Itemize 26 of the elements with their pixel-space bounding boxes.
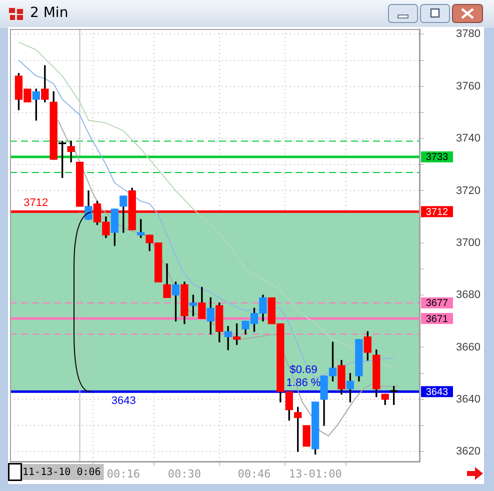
x-tick-label: 00:46 [238,467,271,480]
y-tick-label: 3640 [456,393,480,406]
text: 3712 [426,206,449,218]
chart-title: 2 Min [30,5,68,21]
ref-line-label: 3733 [426,152,449,164]
y-tick-label: 3680 [456,289,480,302]
y-tick-label: 3780 [456,28,480,40]
ref-line-label: 3677 [426,298,449,310]
ref-line-label: 3643 [111,395,136,408]
ref-line-label: 11-13-10 0:06 [22,467,101,478]
y-tick-label: 3700 [456,236,480,249]
annotation: $0.69 [290,364,318,376]
candlestick [302,425,310,447]
annotation: 1.86 % [286,377,321,390]
ref-line-label: 3671 [426,314,449,325]
x-tick-label: 00:16 [106,467,140,480]
x-tick-label: 00:30 [168,467,202,480]
candlestick [76,162,84,207]
y-tick-label: 3740 [456,132,480,145]
text: 3643 [426,386,449,398]
y-tick-label: 3720 [456,184,480,197]
y-tick-label: 3660 [456,341,480,354]
y-tick-label: 3620 [456,446,480,458]
y-tick-label: 3760 [456,80,480,92]
x-tick-label: 13-01:00 [288,467,342,480]
ref-line-label: 3712 [24,197,48,210]
